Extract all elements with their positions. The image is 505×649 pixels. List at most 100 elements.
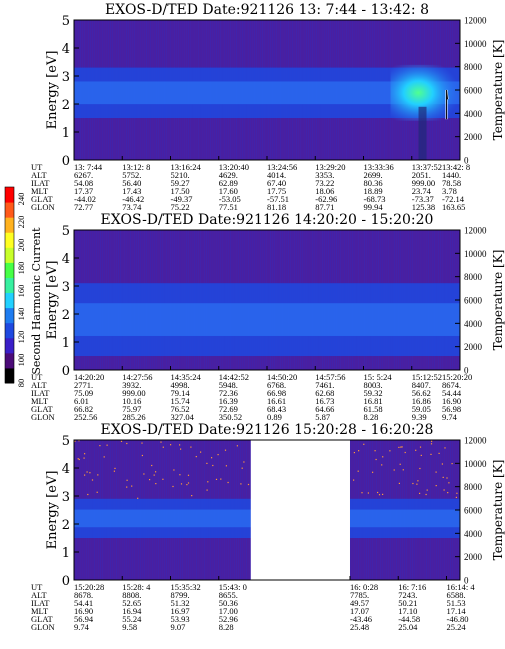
speckle — [456, 492, 458, 494]
y2-tick-label: 2000 — [464, 132, 483, 142]
ephemeris-cell: 80.36 — [364, 178, 383, 188]
ephemeris-cell: 16.97 — [171, 606, 190, 616]
ephemeris-cell: 76.52 — [171, 404, 190, 414]
speckle — [442, 476, 444, 478]
ephemeris-cell: 14:42:52 — [219, 372, 249, 382]
y2-tick-label: 4000 — [464, 529, 483, 539]
ephemeris-cell: 99.94 — [364, 202, 384, 212]
speckle — [240, 483, 242, 485]
ephemeris-cell: 2771. — [74, 380, 93, 390]
ephemeris-cell: 13:37:52 — [412, 162, 442, 172]
speckle — [419, 446, 422, 448]
y2-axis-label: Temperature [K] — [491, 40, 505, 141]
ephemeris-cell: 16.39 — [219, 396, 238, 406]
data-gap — [250, 440, 350, 580]
ephemeris-row-label: ALT — [31, 380, 48, 390]
ephemeris-cell: 52.65 — [122, 598, 141, 608]
speckle — [227, 481, 229, 484]
speckle — [420, 454, 422, 456]
ephemeris-cell: 16.81 — [364, 396, 383, 406]
y-tick-label: 1 — [62, 546, 70, 561]
speckle — [430, 443, 433, 445]
colorbar: 240 220 200 180 160 140 120 100 80 Second Harmoni… — [4, 186, 43, 388]
ephemeris-cell: 62.89 — [219, 178, 238, 188]
ephemeris-cell: 3.78 — [442, 186, 457, 196]
ephemeris-cell: 56.40 — [122, 178, 141, 188]
colorbar-tick-label: 220 — [16, 216, 26, 229]
ephemeris-cell: 10.16 — [122, 396, 141, 406]
speckle — [377, 491, 379, 494]
colorbar-swatch — [5, 322, 14, 339]
speckle — [402, 469, 404, 471]
ephemeris-cell: 51.53 — [447, 598, 466, 608]
y2-tick-label: 8000 — [464, 272, 483, 282]
ephemeris-cell: 252.56 — [74, 412, 97, 422]
y2-tick-label: 0 — [464, 366, 469, 376]
colorbar-swatch — [5, 337, 14, 354]
spectrogram-heatmap — [74, 440, 460, 580]
speckle — [451, 463, 453, 465]
ephemeris-cell: 9.74 — [74, 622, 90, 632]
ephemeris-cell: 6768. — [267, 380, 286, 390]
speckle — [417, 480, 419, 482]
speckle — [137, 497, 139, 499]
ephemeris-row-label: ALT — [31, 590, 48, 600]
ephemeris-cell: 66.82 — [74, 404, 93, 414]
speckle — [172, 485, 174, 488]
ephemeris-cell: 9.07 — [171, 622, 186, 632]
colorbar-swatch — [5, 367, 14, 384]
speckle — [430, 453, 432, 455]
speckle — [426, 489, 428, 491]
speckle — [382, 493, 384, 495]
ephemeris-row-label: GLAT — [31, 194, 54, 204]
speckle — [217, 454, 219, 456]
ephemeris-cell: 8407. — [412, 380, 431, 390]
speckle — [224, 449, 227, 451]
ephemeris-cell: 13:12: 8 — [122, 162, 150, 172]
speckle — [187, 474, 190, 476]
speckle — [225, 465, 227, 467]
ephemeris-cell: 8.28 — [219, 622, 234, 632]
speckle — [83, 457, 85, 459]
ephemeris-cell: 16.73 — [315, 396, 334, 406]
ephemeris-cell: 8.28 — [364, 412, 379, 422]
ephemeris-cell: 17.50 — [171, 186, 190, 196]
ephemeris-cell: 59.05 — [412, 404, 431, 414]
y-tick-label: 1 — [62, 336, 70, 351]
ephemeris-cell: 6267. — [74, 170, 93, 180]
y2-tick-label: 2000 — [464, 342, 483, 352]
y2-tick-label: 0 — [464, 576, 469, 586]
speckle — [143, 473, 145, 475]
speckle — [141, 454, 143, 457]
ephemeris-cell: 59.32 — [364, 388, 383, 398]
ephemeris-row-label: GLON — [31, 202, 55, 212]
ephemeris-cell: 9.39 — [412, 412, 427, 422]
speckle — [247, 483, 250, 486]
ephemeris-cell: 16.61 — [267, 396, 286, 406]
ephemeris-cell: 17.75 — [267, 186, 286, 196]
y2-tick-label: 4000 — [464, 319, 483, 329]
ephemeris-cell: 6.01 — [74, 396, 89, 406]
speckle — [151, 464, 153, 467]
ephemeris-cell: 62.68 — [315, 388, 334, 398]
ephemeris-cell: 72.77 — [74, 202, 93, 212]
ephemeris-cell: 2699. — [364, 170, 383, 180]
speckle — [84, 474, 86, 476]
ephemeris-cell: 8003. — [364, 380, 383, 390]
colorbar-swatch — [5, 352, 14, 369]
speckle — [401, 446, 403, 448]
colorbar-tick-label: 80 — [16, 379, 26, 388]
colorbar-tick-label: 140 — [16, 308, 26, 321]
y-tick-label: 4 — [62, 42, 70, 57]
ephemeris-table: UT 15:20:28 15:28: 4 15:35:32 15:43: 0 16: 0:… — [31, 582, 475, 632]
ephemeris-cell: 17.14 — [447, 606, 467, 616]
speckle — [375, 458, 377, 461]
y-axis-label: Energy [eV] — [45, 261, 60, 340]
speckle — [155, 483, 157, 485]
y-tick-label: 0 — [62, 364, 70, 379]
ephemeris-cell: 13:42: 8 — [442, 162, 470, 172]
speckle — [389, 450, 391, 452]
ephemeris-cell: -72.14 — [442, 194, 465, 204]
speckle — [444, 447, 446, 449]
ephemeris-cell: 2051. — [412, 170, 431, 180]
